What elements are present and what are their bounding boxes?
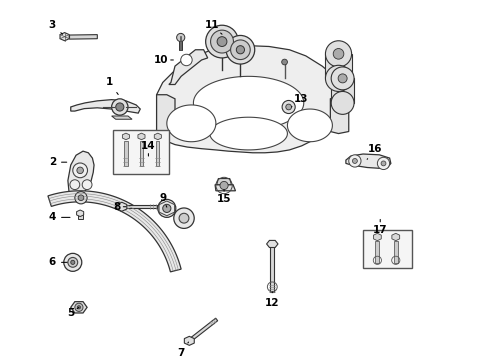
Circle shape [236,46,244,54]
Polygon shape [179,40,182,50]
Polygon shape [156,46,348,153]
Circle shape [337,74,346,83]
Polygon shape [122,205,156,208]
Polygon shape [138,133,145,140]
Circle shape [230,40,250,59]
Polygon shape [156,140,159,166]
Circle shape [225,35,254,64]
Circle shape [70,180,80,190]
Text: 17: 17 [372,220,387,235]
Circle shape [68,257,78,267]
Circle shape [111,99,128,115]
Circle shape [332,49,343,59]
Polygon shape [78,213,82,220]
Circle shape [73,163,87,178]
Circle shape [330,91,353,114]
Circle shape [281,59,287,65]
Text: 1: 1 [106,77,118,95]
Polygon shape [266,240,278,247]
Circle shape [176,33,184,41]
Circle shape [75,303,83,311]
Polygon shape [122,133,129,140]
Polygon shape [373,233,381,241]
Polygon shape [154,133,161,140]
Text: 8: 8 [113,202,126,212]
Circle shape [181,54,192,66]
Text: 4: 4 [49,212,70,222]
Text: 3: 3 [49,20,62,34]
Polygon shape [215,185,235,191]
Polygon shape [330,95,348,134]
Polygon shape [168,50,207,85]
Circle shape [377,157,389,170]
Polygon shape [375,241,379,263]
Polygon shape [77,210,83,217]
Circle shape [380,161,385,166]
Polygon shape [345,154,390,168]
Polygon shape [193,76,303,130]
Polygon shape [48,191,181,272]
Circle shape [220,181,228,190]
Circle shape [116,103,123,111]
Text: 9: 9 [159,193,166,207]
Text: 12: 12 [264,292,279,308]
Circle shape [210,30,233,53]
Circle shape [179,213,188,223]
Polygon shape [71,302,87,313]
Circle shape [173,208,194,228]
Circle shape [217,37,226,46]
Circle shape [78,195,83,201]
Circle shape [205,25,238,58]
Text: 5: 5 [67,307,79,319]
Polygon shape [391,233,399,241]
Polygon shape [216,179,231,185]
Text: 15: 15 [216,190,231,204]
Circle shape [63,253,81,271]
Polygon shape [188,318,217,342]
Circle shape [77,167,83,174]
Circle shape [352,158,357,163]
Circle shape [330,67,353,90]
Text: 10: 10 [153,55,173,65]
Text: 16: 16 [366,144,382,159]
Polygon shape [209,117,287,150]
Text: 11: 11 [204,20,222,34]
Bar [362,230,411,269]
Circle shape [348,155,360,167]
Circle shape [77,306,81,309]
Text: 13: 13 [291,94,307,107]
Polygon shape [69,35,97,39]
Circle shape [75,192,87,204]
Text: 6: 6 [49,257,67,267]
Polygon shape [124,140,127,166]
Polygon shape [71,100,140,113]
Circle shape [158,199,176,217]
Circle shape [163,204,171,212]
Polygon shape [68,151,94,200]
Polygon shape [117,202,126,211]
Polygon shape [60,33,69,41]
Polygon shape [330,78,353,103]
Bar [113,130,169,175]
Polygon shape [166,105,215,142]
Circle shape [285,104,291,110]
Polygon shape [111,116,132,119]
Polygon shape [287,109,332,142]
Polygon shape [270,244,274,292]
Polygon shape [156,95,175,134]
Polygon shape [325,54,351,78]
Circle shape [71,260,75,264]
Circle shape [325,65,351,91]
Polygon shape [140,140,143,166]
Circle shape [82,180,92,190]
Circle shape [282,100,295,113]
Text: 7: 7 [177,342,188,358]
Polygon shape [184,336,194,345]
Text: 2: 2 [49,157,66,167]
Text: 14: 14 [141,141,155,156]
Circle shape [325,41,351,67]
Polygon shape [393,241,397,263]
